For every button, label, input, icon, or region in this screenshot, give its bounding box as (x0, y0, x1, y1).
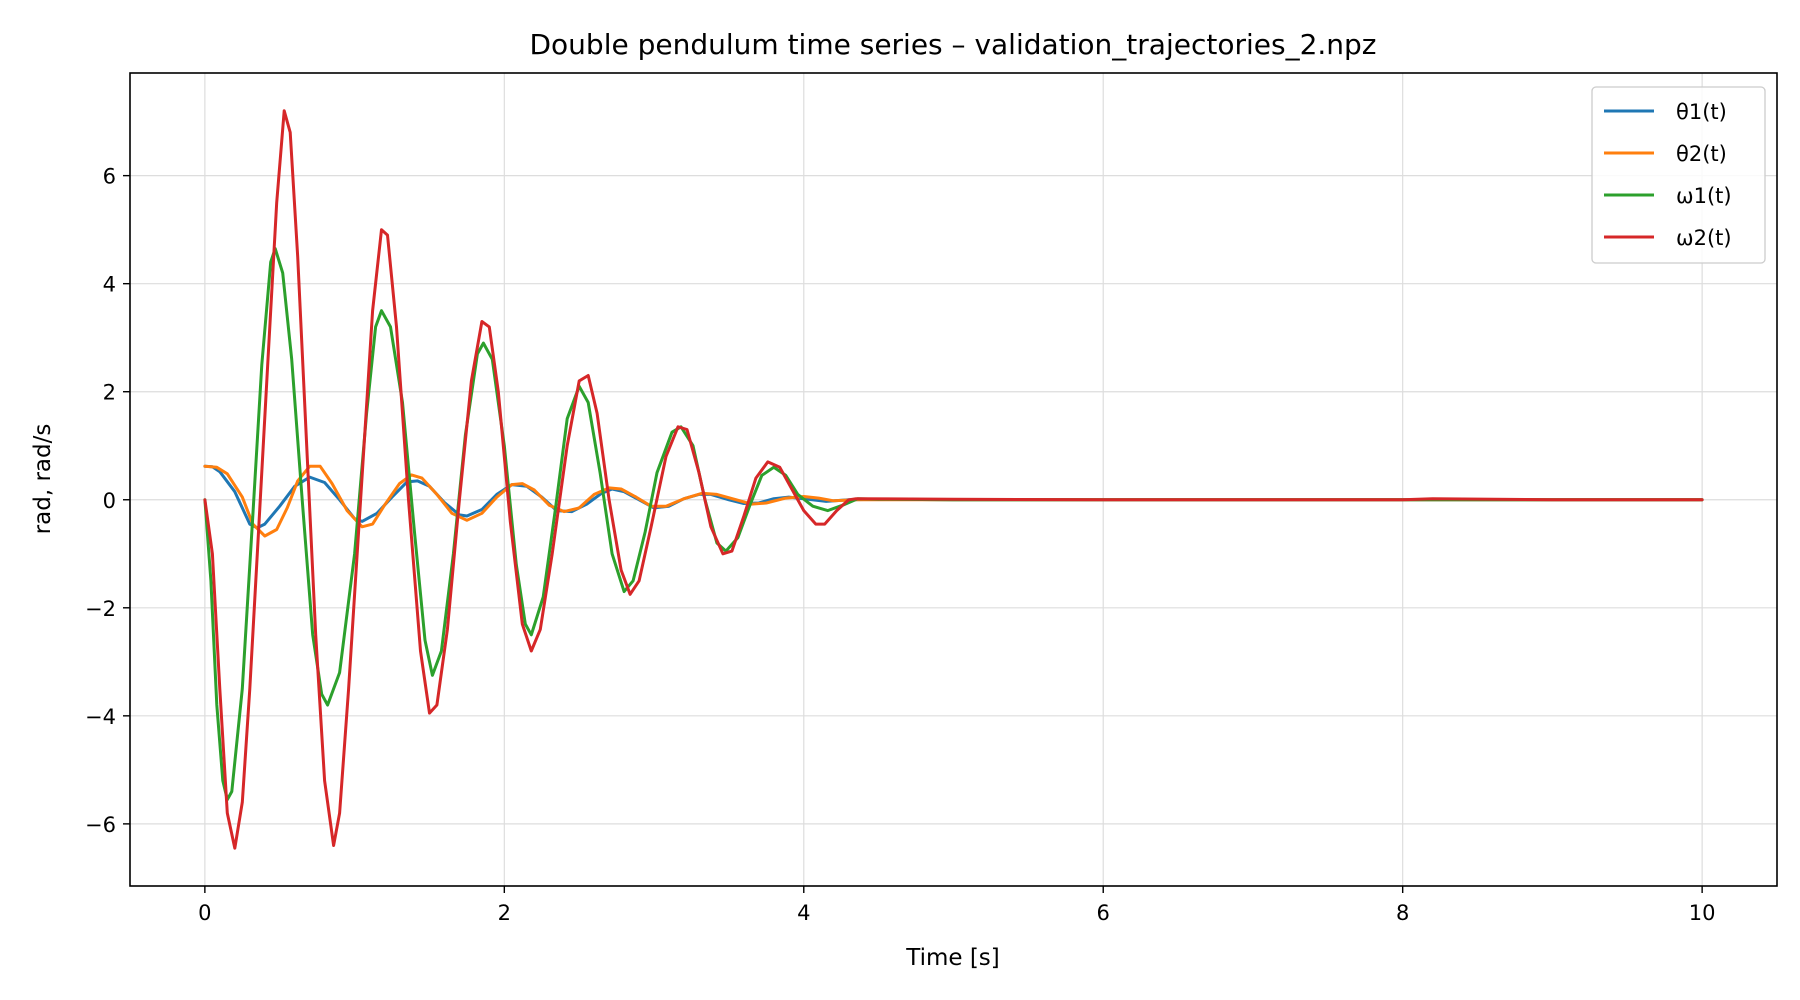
y-tick-label: −2 (85, 597, 116, 621)
legend-box (1591, 86, 1766, 264)
legend-label: ω2(t) (1676, 226, 1732, 250)
x-tick-label: 0 (198, 901, 211, 925)
y-tick-label: 0 (103, 489, 116, 513)
x-tick-label: 6 (1097, 901, 1110, 925)
series-line-3 (203, 247, 1704, 802)
x-tick-label: 2 (498, 901, 511, 925)
legend-label: θ2(t) (1676, 142, 1727, 166)
y-tick-label: −6 (85, 813, 116, 837)
y-tick-label: −4 (85, 705, 116, 729)
chart-title: Double pendulum time series – validation… (529, 28, 1376, 61)
series-line-2 (203, 464, 1704, 538)
axis-ticks: 0 2 4 6 8 10 −6 −4 −2 0 2 4 6 (85, 165, 1715, 925)
legend-label: ω1(t) (1676, 184, 1732, 208)
y-axis-label: rad, rad/s (30, 424, 56, 535)
x-tick-label: 10 (1689, 901, 1716, 925)
legend-label: θ1(t) (1676, 100, 1727, 124)
plot-frame (129, 72, 1778, 887)
x-tick-label: 8 (1396, 901, 1409, 925)
series-line-4 (203, 109, 1704, 850)
y-tick-label: 6 (103, 165, 116, 189)
series-lines (203, 109, 1704, 850)
x-axis-label: Time [s] (905, 945, 1000, 971)
x-tick-label: 4 (797, 901, 810, 925)
y-tick-label: 2 (103, 381, 116, 405)
y-tick-label: 4 (103, 273, 116, 297)
legend: θ1(t) θ2(t) ω1(t) ω2(t) (1591, 86, 1766, 264)
